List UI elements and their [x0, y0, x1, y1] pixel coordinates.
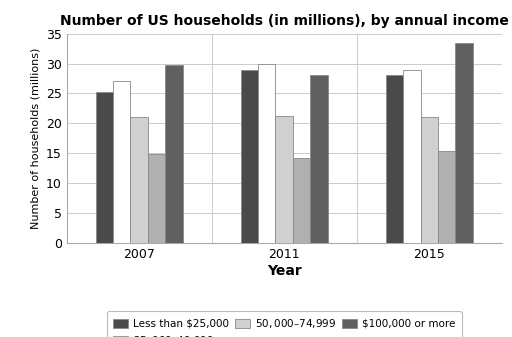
X-axis label: Year: Year [267, 264, 302, 278]
Bar [165, 65, 183, 243]
Bar [386, 75, 403, 243]
Bar [420, 117, 438, 243]
Title: Number of US households (in millions), by annual income: Number of US households (in millions), b… [60, 14, 508, 28]
Bar [455, 43, 473, 243]
Bar [148, 154, 165, 243]
Bar [131, 117, 148, 243]
Bar [403, 69, 420, 243]
Bar [96, 92, 113, 243]
Legend: Less than $25,000, $25,000–$49,999, $50,000–$74,999, $75,000–$99,999, $100,000 o: Less than $25,000, $25,000–$49,999, $50,… [106, 310, 462, 337]
Bar [241, 69, 258, 243]
Bar [310, 75, 328, 243]
Y-axis label: Number of households (millions): Number of households (millions) [30, 48, 40, 229]
Bar [438, 151, 455, 243]
Bar [113, 82, 131, 243]
Bar [293, 158, 310, 243]
Bar [275, 116, 293, 243]
Bar [258, 64, 275, 243]
